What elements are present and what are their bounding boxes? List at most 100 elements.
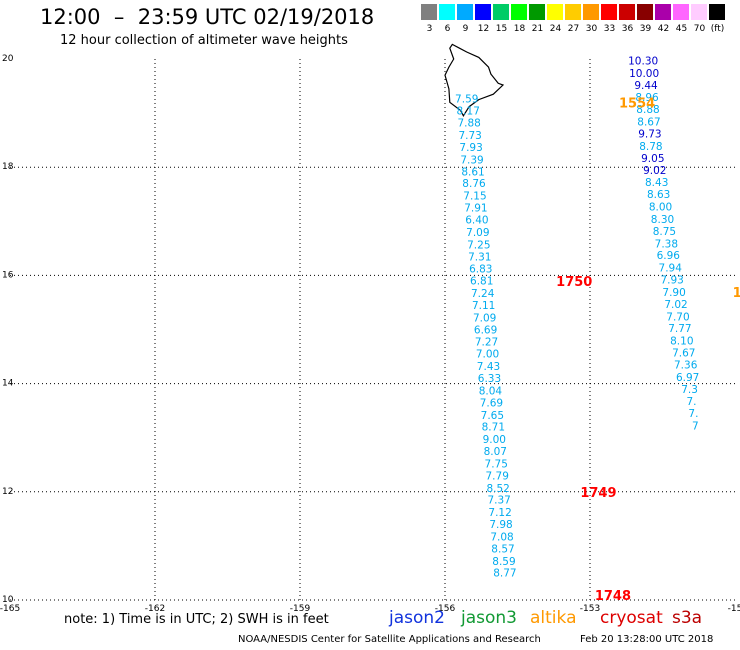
lat-tick-label: 20 bbox=[2, 54, 14, 64]
colorbar-label: 12 bbox=[477, 24, 490, 34]
swh-value-label: 8.10 bbox=[670, 336, 693, 348]
colorbar-label: 21 bbox=[531, 24, 544, 34]
colorbar-label: 30 bbox=[585, 24, 598, 34]
colorbar-label: 42 bbox=[657, 24, 670, 34]
legend-jason3: jason3 bbox=[461, 608, 517, 628]
swh-value-label: 8.57 bbox=[491, 543, 514, 555]
colorbar-label: 15 bbox=[495, 24, 508, 34]
swh-value-label: 7.67 bbox=[672, 348, 695, 360]
swh-value-label: 7.93 bbox=[660, 275, 683, 287]
swh-value-label: 7.37 bbox=[487, 495, 510, 507]
swh-value-label: 7.12 bbox=[488, 507, 511, 519]
swh-value-label: 8.61 bbox=[461, 166, 484, 178]
swh-value-label: 7.25 bbox=[467, 239, 490, 251]
lon-tick-label: -159 bbox=[290, 604, 311, 614]
swh-value-label: 7.00 bbox=[476, 349, 499, 361]
colorbar-label: (ft) bbox=[710, 24, 725, 34]
colorbar-swatch bbox=[673, 4, 690, 20]
big-island-coastline bbox=[444, 43, 505, 117]
swh-value-label: 10.00 bbox=[629, 68, 659, 80]
swh-value-label: 8.63 bbox=[647, 189, 670, 201]
colorbar-label: 3 bbox=[426, 24, 433, 34]
swh-value-label: 7.24 bbox=[471, 288, 495, 300]
legend-s3a: s3a bbox=[672, 608, 703, 628]
colorbar-swatch bbox=[691, 4, 708, 20]
colorbar-swatch bbox=[547, 4, 564, 20]
lon-tick-label: -15 bbox=[728, 604, 740, 614]
colorbar-swatch bbox=[637, 4, 654, 20]
swh-value-label: 7.31 bbox=[468, 251, 491, 263]
note-text: note: 1) Time is in UTC; 2) SWH is in fe… bbox=[64, 612, 329, 627]
colorbar-swatch bbox=[457, 4, 474, 20]
colorbar-label: 39 bbox=[639, 24, 652, 34]
swh-value-label: 7.02 bbox=[664, 299, 687, 311]
swh-value-label: 7.88 bbox=[457, 118, 480, 130]
swh-value-label: 7. bbox=[686, 396, 696, 408]
swh-value-label: 7.08 bbox=[490, 531, 513, 543]
swh-value-label: 7.90 bbox=[662, 287, 685, 299]
lat-tick-label: 16 bbox=[2, 270, 14, 280]
lat-tick-label: 12 bbox=[2, 487, 13, 497]
swh-value-label: 7.3 bbox=[681, 384, 698, 396]
chart-subtitle: 12 hour collection of altimeter wave hei… bbox=[60, 33, 348, 48]
swh-value-label: 7.94 bbox=[659, 263, 683, 275]
swh-value-label: 7.43 bbox=[477, 361, 500, 373]
swh-value-label: 6.83 bbox=[469, 264, 492, 276]
swh-value-label: 8.00 bbox=[649, 201, 672, 213]
swh-value-label: 9.00 bbox=[483, 434, 506, 446]
swh-value-label: 8.78 bbox=[639, 141, 662, 153]
swh-value-label: 8.43 bbox=[645, 177, 668, 189]
lon-tick-label: -162 bbox=[145, 604, 165, 614]
legend-jason2: jason2 bbox=[389, 608, 445, 628]
swh-value-label: 9.73 bbox=[638, 128, 661, 140]
swh-value-label: 7.73 bbox=[458, 130, 481, 142]
swh-value-label: 8.59 bbox=[492, 556, 515, 568]
swh-value-label: 7.65 bbox=[481, 410, 504, 422]
swh-value-label: 8.17 bbox=[457, 106, 480, 118]
swh-value-label: 9.05 bbox=[641, 153, 664, 165]
swh-value-label: 7.27 bbox=[475, 337, 498, 349]
swh-value-label: 6.81 bbox=[470, 276, 493, 288]
colorbar-label: 24 bbox=[549, 24, 562, 34]
swh-value-label: 7.91 bbox=[464, 203, 487, 215]
swh-value-label: 7.09 bbox=[473, 312, 496, 324]
colorbar-swatch bbox=[475, 4, 492, 20]
swh-value-label: 7 bbox=[692, 421, 699, 433]
colorbar-swatch bbox=[583, 4, 600, 20]
lat-tick-label: 14 bbox=[2, 379, 14, 389]
swh-value-label: 7.09 bbox=[466, 227, 489, 239]
colorbar-label: 45 bbox=[675, 24, 688, 34]
colorbar-swatch bbox=[619, 4, 636, 20]
legend-altika: altika bbox=[530, 608, 577, 628]
colorbar-swatch bbox=[655, 4, 672, 20]
colorbar-swatch bbox=[529, 4, 546, 20]
swh-value-label: 8.07 bbox=[484, 446, 507, 458]
swh-value-label: 8.77 bbox=[493, 568, 516, 580]
generated-timestamp: Feb 20 13:28:00 UTC 2018 bbox=[580, 634, 714, 645]
swh-value-label: 7.11 bbox=[472, 300, 495, 312]
colorbar-label: 9 bbox=[462, 24, 469, 34]
colorbar-swatch bbox=[439, 4, 456, 20]
pass-time-label: 1 bbox=[733, 286, 740, 301]
swh-value-label: 8.67 bbox=[637, 117, 660, 129]
swh-value-label: 6.40 bbox=[465, 214, 488, 226]
colorbar-swatch bbox=[421, 4, 438, 20]
pass-time-label: 1554 bbox=[619, 97, 655, 112]
lat-tick-label: 18 bbox=[2, 162, 14, 172]
swh-value-label: 10.30 bbox=[628, 55, 658, 67]
colorbar-swatch bbox=[601, 4, 618, 20]
swh-value-label: 6.33 bbox=[478, 373, 501, 385]
swh-value-label: 7.77 bbox=[668, 323, 691, 335]
swh-value-label: 7.93 bbox=[459, 142, 482, 154]
swh-value-label: 6.97 bbox=[676, 372, 699, 384]
colorbar-label: 6 bbox=[444, 24, 451, 34]
swh-value-label: 8.75 bbox=[653, 226, 676, 238]
swh-value-label: 7.69 bbox=[480, 397, 503, 409]
swh-value-label: 8.88 bbox=[636, 104, 659, 116]
pass-time-label: 1749 bbox=[580, 486, 616, 501]
swh-value-label: 6.96 bbox=[657, 250, 681, 262]
swh-value-label: 8.52 bbox=[486, 483, 509, 495]
swh-value-label: 8.04 bbox=[479, 385, 503, 397]
colorbar-swatch bbox=[511, 4, 528, 20]
